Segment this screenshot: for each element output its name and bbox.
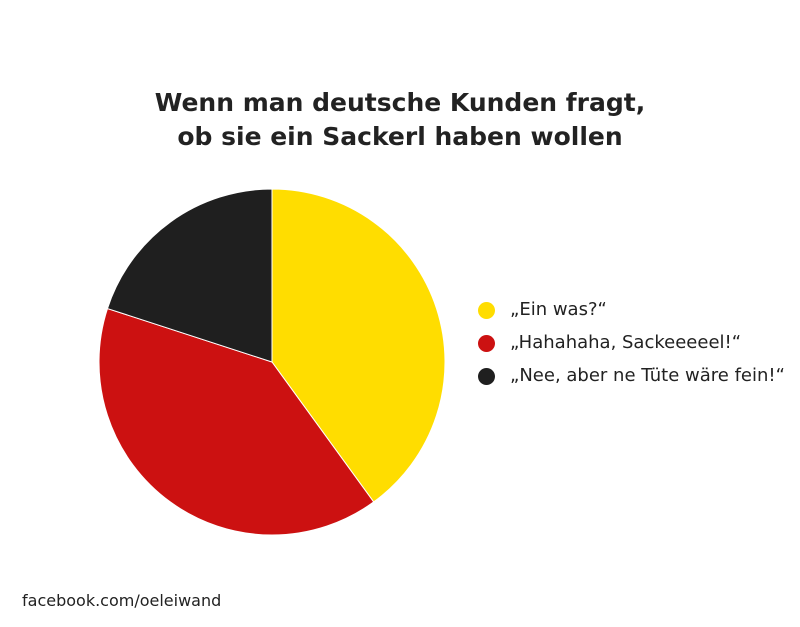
pie-slice-0 bbox=[271, 188, 446, 503]
chart-title: Wenn man deutsche Kunden fragt, ob sie e… bbox=[0, 86, 800, 154]
legend-swatch-yellow bbox=[478, 302, 495, 319]
legend-item-ein-was: „Ein was?“ bbox=[478, 298, 788, 322]
chart-legend: „Ein was?“ „Hahahaha, Sackeeeeel!“ „Nee,… bbox=[478, 298, 788, 397]
legend-label: „Nee, aber ne Tüte wäre fein!“ bbox=[510, 365, 785, 386]
legend-swatch-red bbox=[478, 335, 495, 352]
chart-title-line-1: Wenn man deutsche Kunden fragt, bbox=[154, 88, 646, 117]
legend-item-tuete: „Nee, aber ne Tüte wäre fein!“ bbox=[478, 364, 788, 388]
legend-item-sackeeeeel: „Hahahaha, Sackeeeeel!“ bbox=[478, 331, 788, 355]
legend-label: „Ein was?“ bbox=[510, 299, 607, 320]
pie-slice-2 bbox=[106, 188, 273, 363]
pie-slice-1 bbox=[98, 307, 375, 536]
legend-swatch-black bbox=[478, 368, 495, 385]
footer-source: facebook.com/oeleiwand bbox=[22, 591, 222, 610]
legend-label: „Hahahaha, Sackeeeeel!“ bbox=[510, 332, 742, 353]
chart-title-line-2: ob sie ein Sackerl haben wollen bbox=[177, 122, 623, 151]
